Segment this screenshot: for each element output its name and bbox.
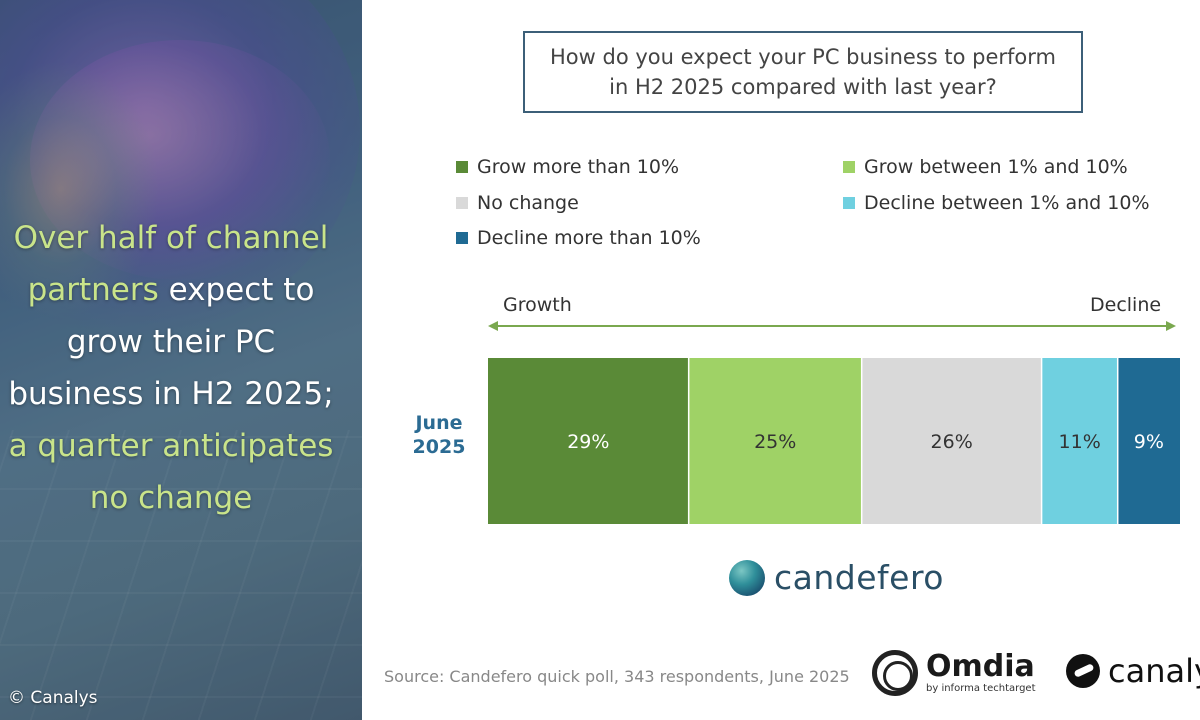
headline-line: no change bbox=[0, 472, 352, 524]
data-label: 9% bbox=[1134, 431, 1164, 453]
copyright-text: © Canalys bbox=[8, 688, 98, 708]
axis-label-decline: Decline bbox=[1090, 294, 1162, 316]
canalys-wordmark: canalys bbox=[1108, 652, 1200, 690]
legend-swatch bbox=[456, 161, 468, 173]
data-label: 26% bbox=[931, 431, 973, 453]
omdia-tagline: by informa techtarget bbox=[926, 683, 1036, 694]
data-label: 29% bbox=[567, 431, 609, 453]
globe-icon bbox=[729, 559, 765, 596]
data-label: 25% bbox=[754, 431, 796, 453]
legend-item: Grow more than 10% bbox=[456, 156, 679, 178]
abstract-swirl-graphic bbox=[0, 60, 160, 320]
image-overlay bbox=[0, 0, 362, 720]
headline-line: Over half of channel bbox=[0, 212, 352, 264]
legend-swatch bbox=[456, 232, 468, 244]
axis-label-growth: Growth bbox=[503, 294, 572, 316]
legend-label: Grow more than 10% bbox=[477, 156, 680, 178]
headline-highlight: partners bbox=[27, 272, 159, 308]
headline-line: business in H2 2025; bbox=[8, 376, 334, 412]
abstract-swirl-graphic bbox=[30, 40, 330, 280]
hero-image-panel bbox=[0, 0, 362, 720]
bar-segment bbox=[861, 358, 1042, 524]
omdia-wordmark: Omdia by informa techtarget bbox=[926, 651, 1036, 695]
legend-swatch bbox=[843, 161, 855, 173]
bar-segment bbox=[688, 358, 862, 524]
category-label-line: June bbox=[415, 412, 463, 434]
chart-title: How do you expect your PC business to pe… bbox=[523, 31, 1083, 113]
candefero-logo: candefero bbox=[729, 558, 944, 597]
headline-highlight: no change bbox=[89, 480, 253, 516]
legend-label: Grow between 1% and 10% bbox=[864, 156, 1128, 178]
headline: Over half of channel partners expect to … bbox=[0, 212, 352, 524]
canalys-logo: canalys bbox=[1066, 652, 1200, 690]
bar-segment bbox=[1041, 358, 1118, 524]
bar-segment bbox=[1117, 358, 1180, 524]
headline-line: grow their PC bbox=[66, 324, 276, 360]
legend-item: No change bbox=[456, 192, 579, 214]
headline-highlight: a quarter anticipates bbox=[8, 428, 334, 464]
category-label: June 2025 bbox=[402, 411, 476, 459]
double-arrow-icon bbox=[488, 321, 1176, 331]
omdia-ring-icon bbox=[872, 650, 918, 696]
source-note: Source: Candefero quick poll, 343 respon… bbox=[384, 667, 850, 686]
legend-item: Grow between 1% and 10% bbox=[843, 156, 1128, 178]
legend-item: Decline more than 10% bbox=[456, 227, 701, 249]
canalys-mark-icon bbox=[1066, 654, 1100, 688]
category-label-line: 2025 bbox=[412, 436, 466, 458]
data-label: 11% bbox=[1059, 431, 1101, 453]
omdia-logo: Omdia by informa techtarget bbox=[872, 650, 1036, 696]
omdia-name: Omdia bbox=[926, 649, 1035, 684]
legend-label: No change bbox=[477, 192, 579, 214]
candefero-wordmark: candefero bbox=[774, 558, 944, 597]
legend-swatch bbox=[456, 197, 468, 209]
headline-text: expect to bbox=[158, 272, 315, 308]
legend-label: Decline more than 10% bbox=[477, 227, 701, 249]
bar-segment bbox=[488, 358, 689, 524]
headline-line: a quarter anticipates bbox=[0, 420, 352, 472]
legend-label: Decline between 1% and 10% bbox=[864, 192, 1150, 214]
headline-line: partners expect to bbox=[0, 264, 352, 316]
legend-swatch bbox=[843, 197, 855, 209]
legend-item: Decline between 1% and 10% bbox=[843, 192, 1150, 214]
headline-highlight: Over half of channel bbox=[13, 220, 329, 256]
stacked-bar-chart: 29% 25% 26% 11% 9% bbox=[488, 358, 1180, 524]
